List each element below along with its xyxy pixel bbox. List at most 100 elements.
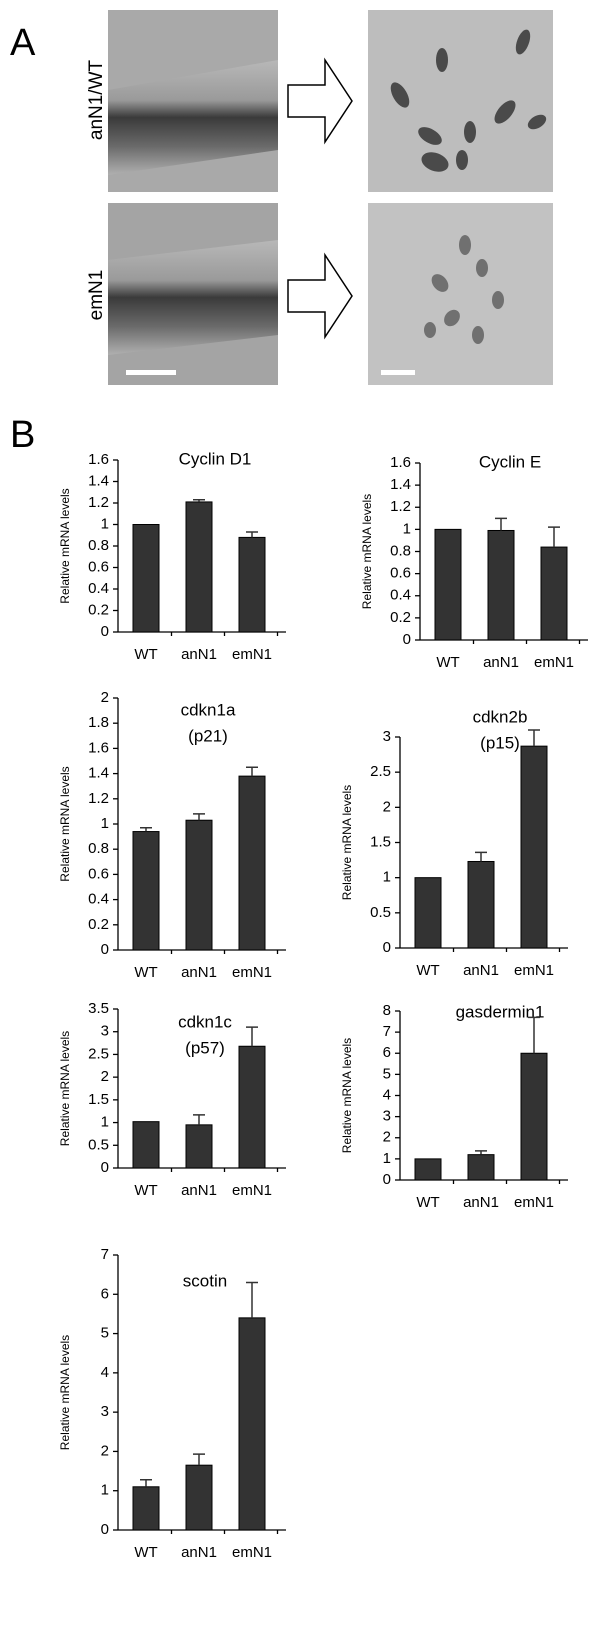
- y-tick-label: 2: [101, 1442, 109, 1459]
- y-tick-label: 1.2: [390, 498, 411, 515]
- error-bar: [548, 526, 560, 548]
- error-bar: [246, 531, 258, 538]
- y-tick-label: 4: [383, 1086, 391, 1103]
- error-bar: [193, 499, 205, 502]
- y-axis-label: Relative mRNA levels: [58, 1031, 72, 1146]
- bar: [238, 1045, 266, 1169]
- y-tick-label: 3: [383, 728, 391, 745]
- y-tick-label: 6: [383, 1044, 391, 1061]
- micrographs: [108, 10, 553, 385]
- y-tick-label: 2.5: [370, 763, 391, 780]
- y-tick-label: 1.4: [390, 476, 411, 493]
- bar: [132, 524, 160, 633]
- y-tick-label: 2.5: [88, 1045, 109, 1062]
- y-tick-label: 5: [101, 1325, 109, 1342]
- error-bar: [193, 1114, 205, 1125]
- y-tick-label: 0.2: [88, 601, 109, 618]
- x-tick-label: emN1: [534, 654, 574, 671]
- error-bar: [246, 1026, 258, 1047]
- x-tick-label: anN1: [181, 646, 217, 663]
- y-tick-label: 1.6: [88, 739, 109, 756]
- chart-title: cdkn2b: [473, 707, 528, 726]
- y-tick-label: 0.4: [88, 891, 109, 908]
- row-label: emN1: [86, 270, 107, 321]
- bar: [185, 819, 213, 951]
- y-tick-label: 0.2: [390, 609, 411, 626]
- chart-title: scotin: [183, 1271, 227, 1290]
- y-tick-label: 4: [101, 1364, 109, 1381]
- bar: [520, 745, 548, 949]
- y-tick-label: 1: [101, 1114, 109, 1131]
- x-tick-label: anN1: [181, 1182, 217, 1199]
- y-axis-label: Relative mRNA levels: [340, 785, 354, 900]
- y-tick-label: 0.5: [370, 904, 391, 921]
- y-tick-label: 3: [101, 1023, 109, 1040]
- bar: [434, 528, 462, 641]
- chart-title: Cyclin E: [479, 452, 541, 471]
- y-tick-label: 0.4: [390, 587, 411, 604]
- y-tick-label: 8: [383, 1002, 391, 1019]
- y-tick-label: 0.2: [88, 916, 109, 933]
- y-axis-label: Relative mRNA levels: [58, 766, 72, 881]
- y-tick-label: 1: [101, 815, 109, 832]
- bar: [467, 860, 495, 949]
- y-axis-label: Relative mRNA levels: [360, 494, 374, 609]
- y-tick-label: 0.4: [88, 580, 109, 597]
- x-tick-label: WT: [134, 1182, 157, 1199]
- y-tick-label: 0.8: [88, 840, 109, 857]
- y-tick-label: 1: [383, 1150, 391, 1167]
- y-tick-label: 1: [101, 1482, 109, 1499]
- chart-title: cdkn1a: [181, 700, 236, 719]
- error-bar: [475, 1150, 487, 1155]
- x-tick-label: emN1: [232, 646, 272, 663]
- y-tick-label: 0: [101, 1521, 109, 1538]
- x-tick-label: emN1: [232, 964, 272, 981]
- chart-title: cdkn1c: [178, 1012, 232, 1031]
- x-tick-label: anN1: [463, 962, 499, 979]
- bar: [487, 529, 515, 641]
- row-label: anN1/WT: [86, 59, 107, 140]
- panel-label: A: [10, 22, 36, 64]
- x-tick-label: WT: [134, 1544, 157, 1561]
- y-tick-label: 1.6: [390, 454, 411, 471]
- y-tick-label: 6: [101, 1285, 109, 1302]
- x-tick-label: emN1: [232, 1544, 272, 1561]
- bar: [414, 1158, 442, 1181]
- y-tick-label: 1.5: [370, 833, 391, 850]
- error-bar: [475, 851, 487, 862]
- x-tick-label: emN1: [514, 962, 554, 979]
- y-tick-label: 5: [383, 1065, 391, 1082]
- y-tick-label: 0: [383, 939, 391, 956]
- y-tick-label: 1.2: [88, 494, 109, 511]
- error-bar: [140, 827, 152, 832]
- error-bar: [140, 1478, 152, 1487]
- y-tick-label: 0.8: [88, 537, 109, 554]
- y-tick-label: 7: [101, 1246, 109, 1263]
- y-tick-label: 0.6: [390, 565, 411, 582]
- y-axis-label: Relative mRNA levels: [58, 488, 72, 603]
- bar: [540, 546, 568, 641]
- y-tick-label: 1.4: [88, 765, 109, 782]
- chart-title: gasdermin1: [456, 1002, 545, 1021]
- y-tick-label: 1: [403, 520, 411, 537]
- bar: [520, 1052, 548, 1181]
- bar: [185, 1464, 213, 1531]
- y-tick-label: 0.5: [88, 1136, 109, 1153]
- bar: [414, 877, 442, 949]
- y-tick-label: 0: [101, 1159, 109, 1176]
- y-tick-label: 2: [101, 689, 109, 706]
- x-tick-label: WT: [416, 1194, 439, 1211]
- x-tick-label: WT: [416, 962, 439, 979]
- error-bar: [528, 729, 540, 747]
- y-tick-label: 0: [403, 631, 411, 648]
- y-tick-label: 2: [383, 1129, 391, 1146]
- x-tick-label: emN1: [232, 1182, 272, 1199]
- y-tick-label: 1: [101, 515, 109, 532]
- bar: [238, 775, 266, 951]
- x-tick-label: anN1: [463, 1194, 499, 1211]
- y-tick-label: 2: [101, 1068, 109, 1085]
- bar: [132, 1486, 160, 1531]
- y-tick-label: 0: [101, 623, 109, 640]
- y-tick-label: 0.6: [88, 558, 109, 575]
- x-tick-label: anN1: [181, 1544, 217, 1561]
